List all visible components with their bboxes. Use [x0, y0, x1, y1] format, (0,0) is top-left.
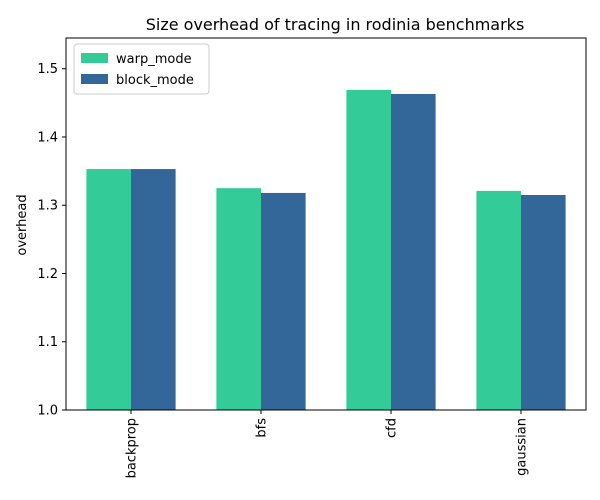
bar-backprop-block_mode [131, 169, 176, 410]
bar-bfs-warp_mode [216, 188, 261, 410]
legend-label-block_mode: block_mode [116, 73, 194, 88]
y-tick-label: 1.1 [37, 335, 58, 350]
bars-group [86, 89, 566, 410]
y-tick-label: 1.0 [37, 404, 58, 419]
y-tick-label: 1.4 [37, 130, 58, 145]
legend-swatch-warp_mode [81, 53, 108, 63]
legend: warp_mode block_mode [73, 43, 210, 95]
bar-bfs-block_mode [261, 192, 306, 410]
chart-title: Size overhead of tracing in rodinia benc… [146, 15, 525, 34]
legend-swatch-block_mode [81, 74, 108, 84]
y-tick-label: 1.3 [37, 199, 58, 214]
legend-label-warp_mode: warp_mode [116, 52, 192, 67]
x-tick-label: gaussian [515, 418, 530, 476]
x-tick-label: cfd [385, 418, 400, 438]
x-tick-label: backprop [125, 418, 140, 478]
bar-gaussian-warp_mode [476, 190, 521, 410]
y-tick-label: 1.5 [37, 62, 58, 77]
plot-frame [65, 37, 587, 411]
bar-gaussian-block_mode [521, 194, 566, 410]
bar-cfd-warp_mode [346, 89, 391, 410]
bar-cfd-block_mode [391, 93, 436, 410]
y-tick-label: 1.2 [37, 267, 58, 282]
y-axis-label: overhead [15, 194, 30, 255]
bar-backprop-warp_mode [86, 169, 131, 410]
x-tick-label: bfs [255, 418, 270, 438]
axes-group: backprop bfs cfd gaussian 1.0 1.1 1.2 1.3 1.4 1.5 [37, 37, 587, 478]
